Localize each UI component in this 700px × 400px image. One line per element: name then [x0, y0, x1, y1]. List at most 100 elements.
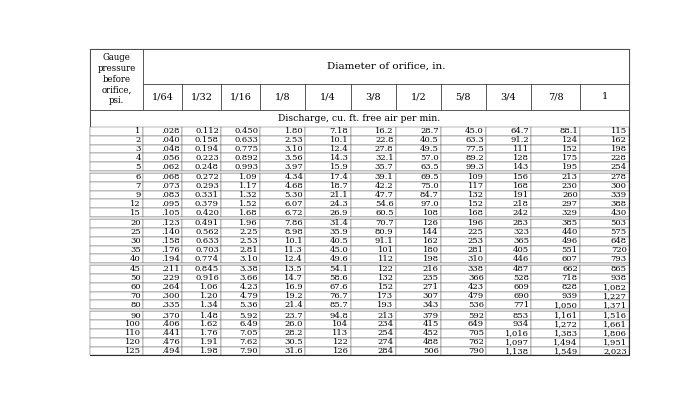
- Bar: [305, 300, 351, 309]
- Bar: [531, 200, 580, 208]
- Text: 21.4: 21.4: [284, 301, 303, 309]
- Text: 1,161: 1,161: [554, 312, 578, 320]
- Text: 528: 528: [513, 274, 529, 282]
- Bar: [305, 144, 351, 153]
- Bar: [90, 110, 629, 127]
- Bar: [221, 237, 260, 246]
- Bar: [143, 191, 182, 200]
- Text: 1.91: 1.91: [200, 338, 219, 346]
- Bar: [143, 208, 182, 217]
- Bar: [221, 191, 260, 200]
- Text: 452: 452: [423, 329, 439, 337]
- Text: 3.10: 3.10: [285, 145, 303, 153]
- Text: .494: .494: [161, 347, 180, 355]
- Bar: [441, 127, 486, 136]
- Bar: [90, 49, 143, 110]
- Text: 7.90: 7.90: [239, 347, 258, 355]
- Bar: [580, 283, 629, 292]
- Bar: [441, 219, 486, 228]
- Bar: [351, 219, 395, 228]
- Bar: [221, 144, 260, 153]
- Bar: [395, 346, 441, 355]
- Bar: [580, 346, 629, 355]
- Text: 690: 690: [513, 292, 529, 300]
- Bar: [580, 300, 629, 309]
- Bar: [441, 237, 486, 246]
- Bar: [531, 265, 580, 274]
- Bar: [486, 300, 531, 309]
- Text: 35: 35: [130, 246, 141, 254]
- Text: 0.420: 0.420: [195, 209, 219, 217]
- Text: 213: 213: [377, 312, 393, 320]
- Bar: [395, 182, 441, 191]
- Text: 2.25: 2.25: [239, 228, 258, 236]
- Text: 6.72: 6.72: [285, 209, 303, 217]
- Bar: [305, 283, 351, 292]
- Bar: [351, 173, 395, 182]
- Text: 0.703: 0.703: [195, 246, 219, 254]
- Text: 168: 168: [513, 182, 529, 190]
- Bar: [182, 246, 221, 254]
- Text: 2.81: 2.81: [239, 246, 258, 254]
- Text: 1.48: 1.48: [200, 312, 219, 320]
- Bar: [182, 320, 221, 329]
- Text: 607: 607: [562, 255, 578, 263]
- Text: 22.8: 22.8: [375, 136, 393, 144]
- Text: 1,082: 1,082: [603, 283, 627, 291]
- Text: 0.892: 0.892: [234, 154, 258, 162]
- Text: 117: 117: [468, 182, 484, 190]
- Bar: [351, 127, 395, 136]
- Bar: [395, 208, 441, 217]
- Bar: [221, 283, 260, 292]
- Bar: [90, 346, 143, 355]
- Text: .441: .441: [161, 329, 180, 337]
- Bar: [580, 329, 629, 338]
- Text: 415: 415: [422, 320, 439, 328]
- Text: 1.96: 1.96: [239, 220, 258, 228]
- Text: Discharge, cu. ft. free air per min.: Discharge, cu. ft. free air per min.: [279, 114, 441, 123]
- Text: 58.6: 58.6: [330, 274, 349, 282]
- Text: 60: 60: [130, 283, 141, 291]
- Bar: [395, 228, 441, 237]
- Bar: [441, 144, 486, 153]
- Text: 35.9: 35.9: [330, 228, 349, 236]
- Bar: [580, 219, 629, 228]
- Bar: [143, 84, 182, 110]
- Text: 97.0: 97.0: [420, 200, 439, 208]
- Bar: [395, 191, 441, 200]
- Bar: [305, 320, 351, 329]
- Text: 0.293: 0.293: [195, 182, 219, 190]
- Text: 67.6: 67.6: [330, 283, 349, 291]
- Text: 2,023: 2,023: [603, 347, 627, 355]
- Bar: [351, 346, 395, 355]
- Bar: [486, 265, 531, 274]
- Bar: [531, 292, 580, 300]
- Text: 0.158: 0.158: [195, 136, 219, 144]
- Bar: [221, 219, 260, 228]
- Text: 235: 235: [423, 274, 439, 282]
- Text: 15.9: 15.9: [330, 163, 349, 171]
- Text: 35.7: 35.7: [374, 163, 393, 171]
- Bar: [395, 84, 441, 110]
- Text: 228: 228: [611, 154, 626, 162]
- Bar: [143, 274, 182, 283]
- Text: 705: 705: [468, 329, 484, 337]
- Bar: [531, 173, 580, 182]
- Bar: [351, 208, 395, 217]
- Bar: [143, 182, 182, 191]
- Bar: [395, 144, 441, 153]
- Text: 115: 115: [610, 127, 626, 135]
- Bar: [580, 208, 629, 217]
- Bar: [351, 200, 395, 208]
- Bar: [441, 254, 486, 263]
- Text: 88.1: 88.1: [559, 127, 578, 135]
- Bar: [305, 311, 351, 320]
- Text: 122: 122: [332, 338, 349, 346]
- Text: 14.7: 14.7: [284, 274, 303, 282]
- Text: 175: 175: [561, 154, 577, 162]
- Text: .476: .476: [161, 338, 180, 346]
- Bar: [90, 237, 143, 246]
- Text: 49.6: 49.6: [330, 255, 349, 263]
- Bar: [90, 144, 143, 153]
- Bar: [531, 144, 580, 153]
